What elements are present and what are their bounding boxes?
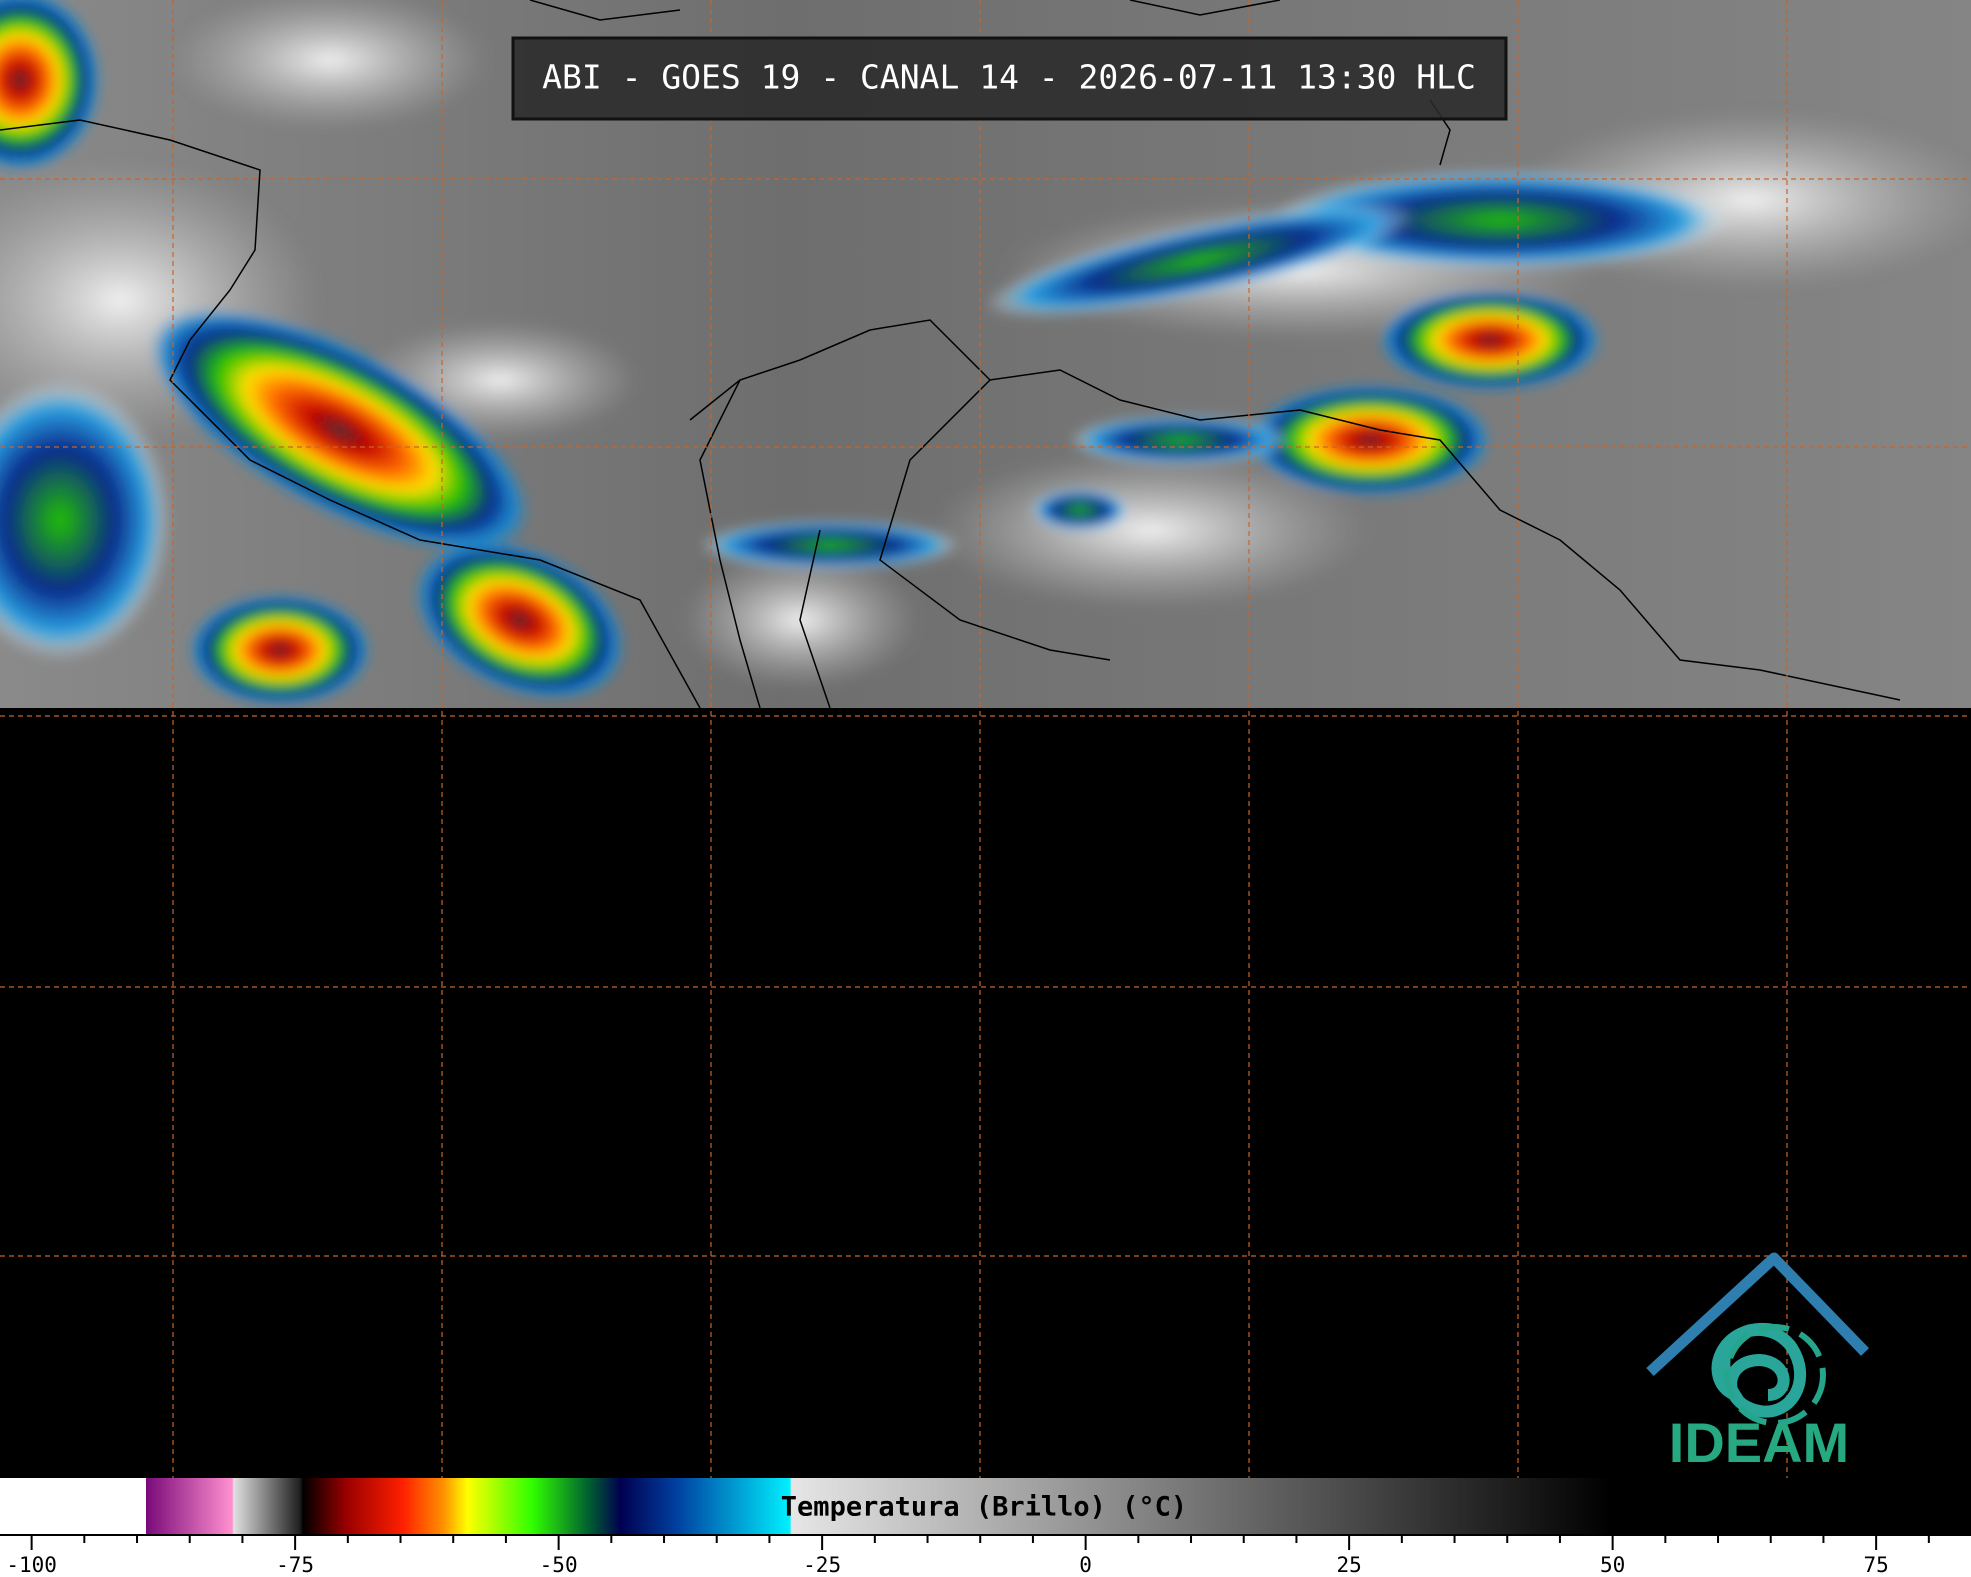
axis-strip bbox=[0, 1534, 1971, 1577]
tick-label: 0 bbox=[1079, 1553, 1092, 1577]
tick-label: -25 bbox=[803, 1553, 841, 1577]
colorbar-label: Temperatura (Brillo) (°C) bbox=[781, 1492, 1187, 1523]
lat-lon-grid bbox=[0, 0, 1971, 1478]
colorbar bbox=[0, 1478, 1612, 1534]
tick-label: 50 bbox=[1600, 1553, 1625, 1577]
coastlines bbox=[0, 0, 1901, 709]
ideam-logo: IDEAM bbox=[1646, 1252, 1869, 1474]
tick-label: -75 bbox=[276, 1553, 314, 1577]
no-data-area bbox=[0, 708, 1971, 1577]
tick-label: -50 bbox=[540, 1553, 578, 1577]
logo-text: IDEAM bbox=[1669, 1411, 1849, 1474]
tick-label: -100 bbox=[6, 1553, 57, 1577]
title: ABI - GOES 19 - CANAL 14 - 2026-07-11 13… bbox=[542, 58, 1476, 97]
title-box bbox=[511, 36, 1508, 121]
tick-label: 75 bbox=[1863, 1553, 1888, 1577]
tick-label: 25 bbox=[1336, 1553, 1361, 1577]
